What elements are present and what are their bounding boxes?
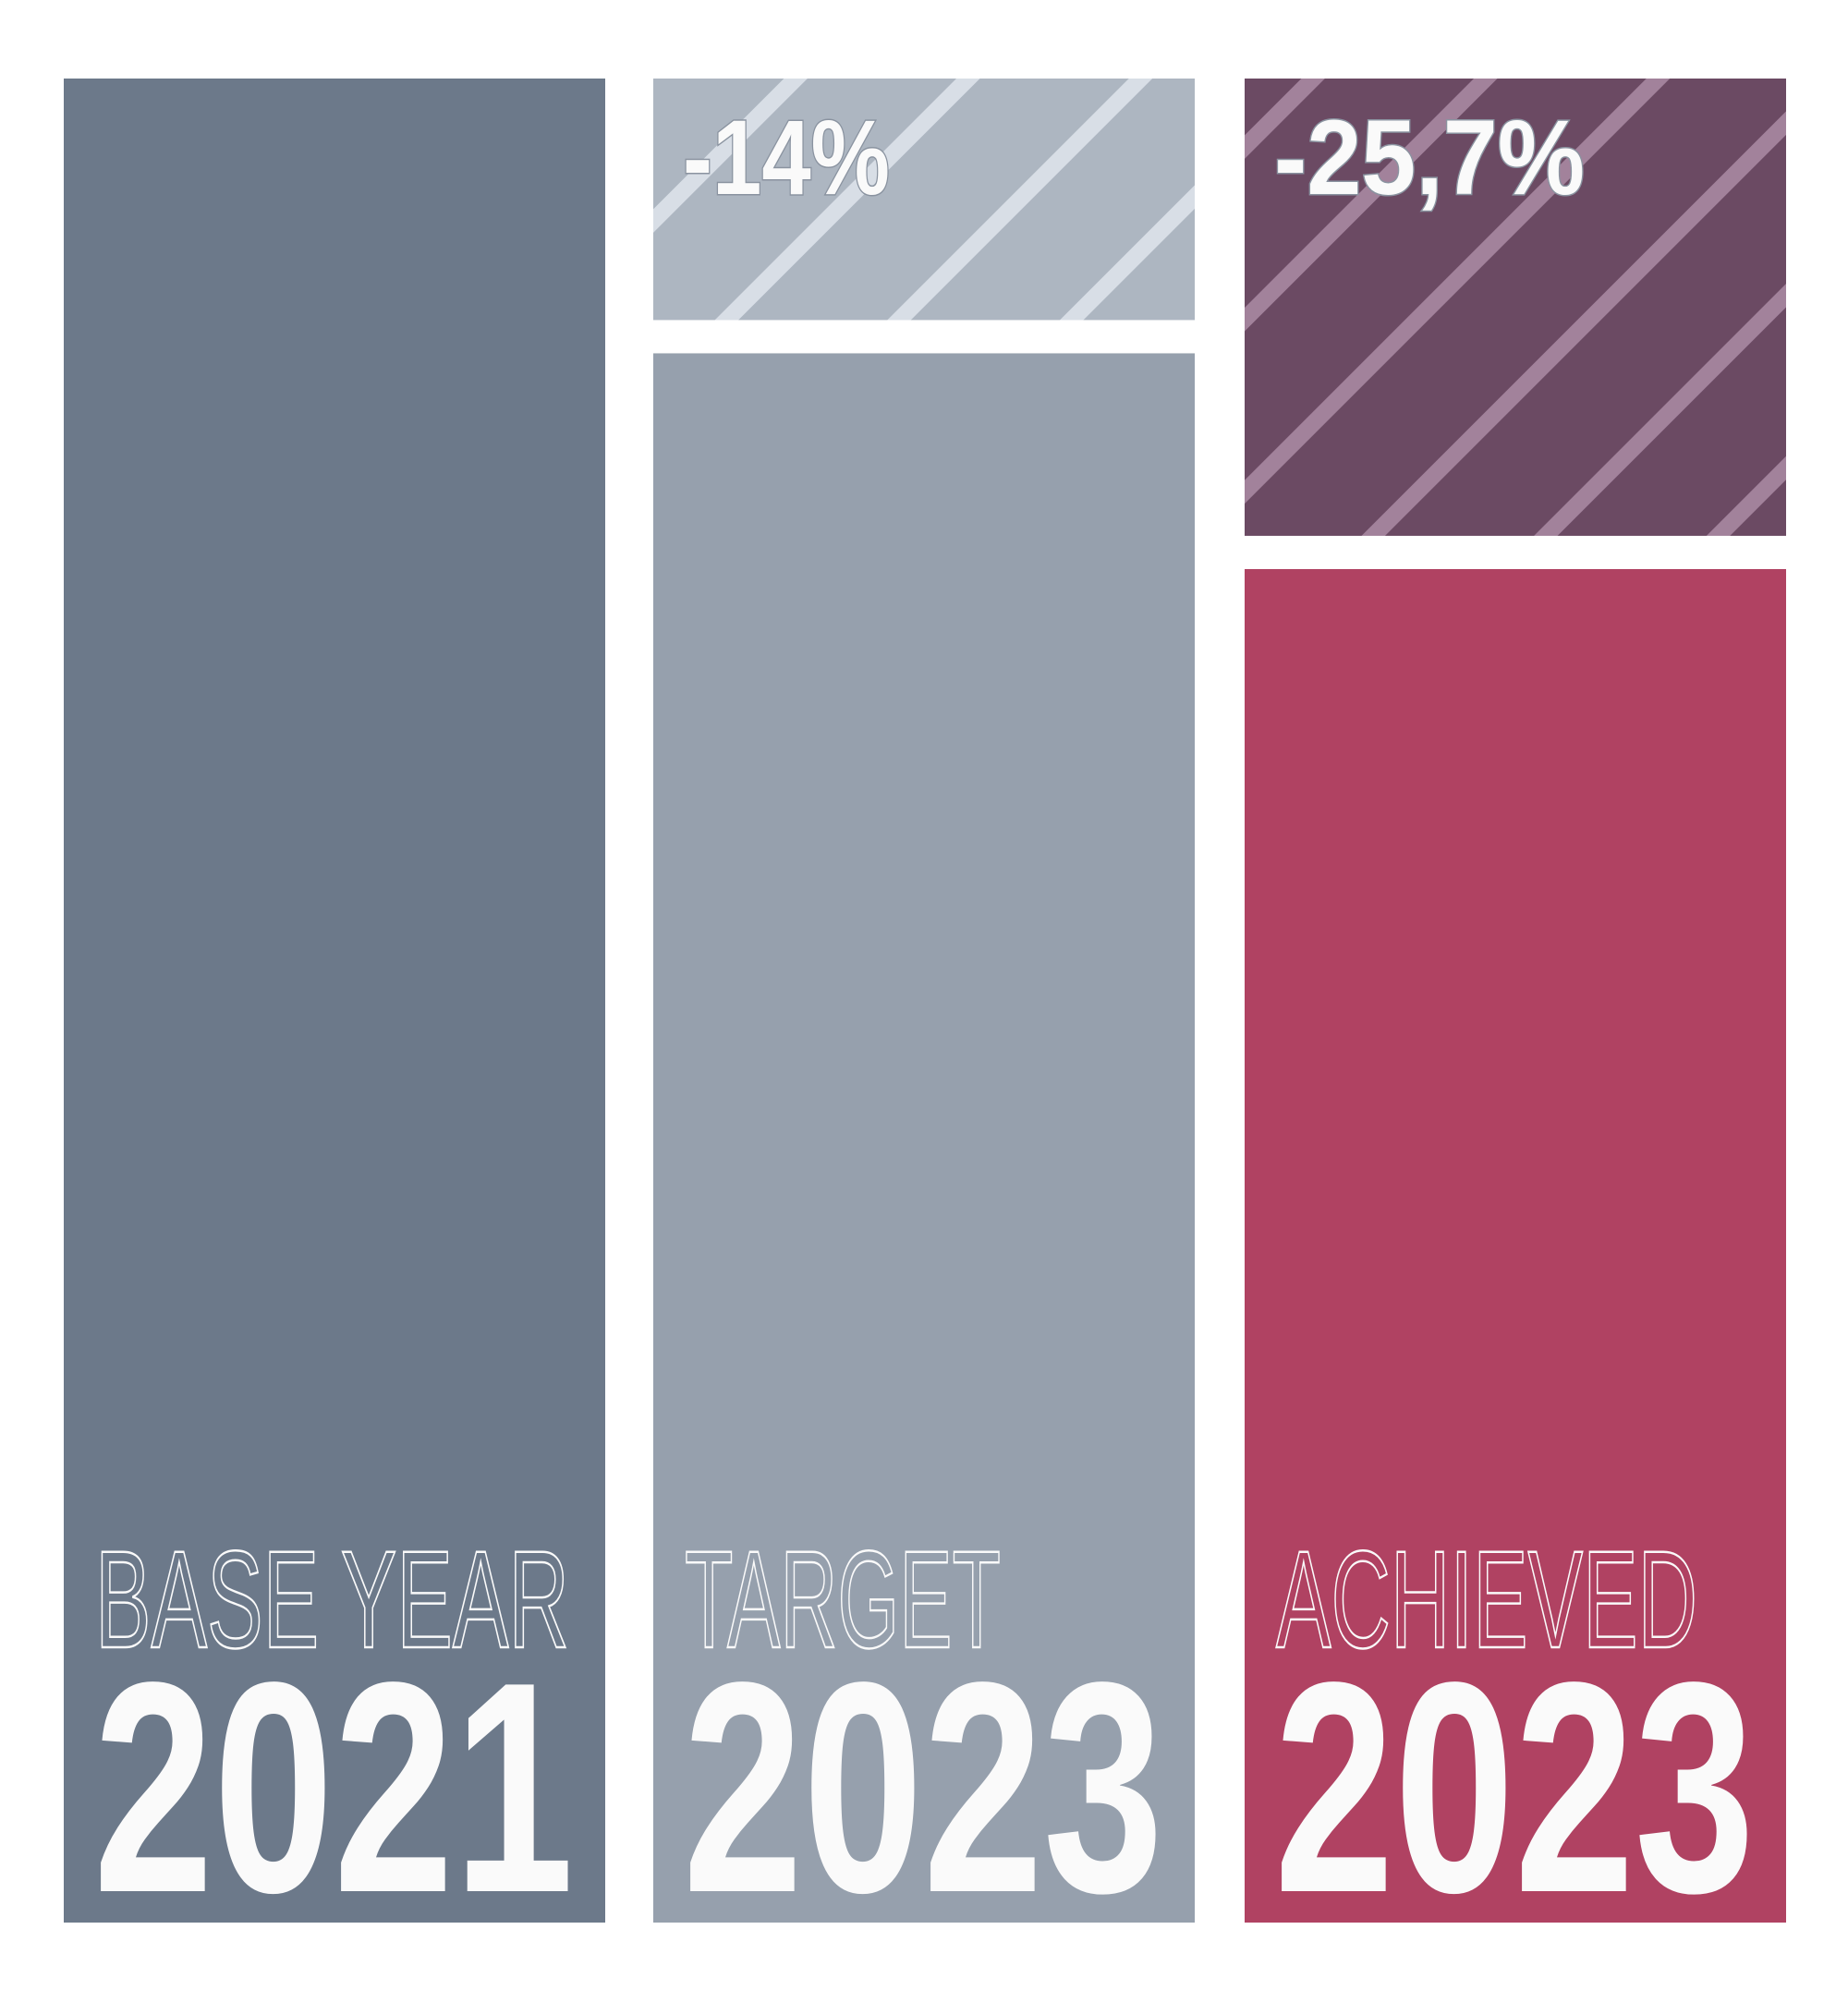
year-label: 2023 xyxy=(1274,1620,1755,1955)
reduction-label: -14% xyxy=(683,99,890,217)
category-label: TARGET xyxy=(685,1522,1001,1677)
reduction-segment xyxy=(653,79,1195,321)
year-label: 2021 xyxy=(93,1620,574,1955)
reduction-segment xyxy=(1245,79,1786,536)
bar xyxy=(64,79,605,1923)
bar xyxy=(653,353,1195,1923)
category-label: ACHIEVED xyxy=(1276,1522,1697,1677)
category-label: BASE YEAR xyxy=(95,1522,569,1677)
reduction-label: -25,7% xyxy=(1274,99,1585,217)
year-label: 2023 xyxy=(683,1620,1163,1955)
bar xyxy=(1245,568,1786,1923)
